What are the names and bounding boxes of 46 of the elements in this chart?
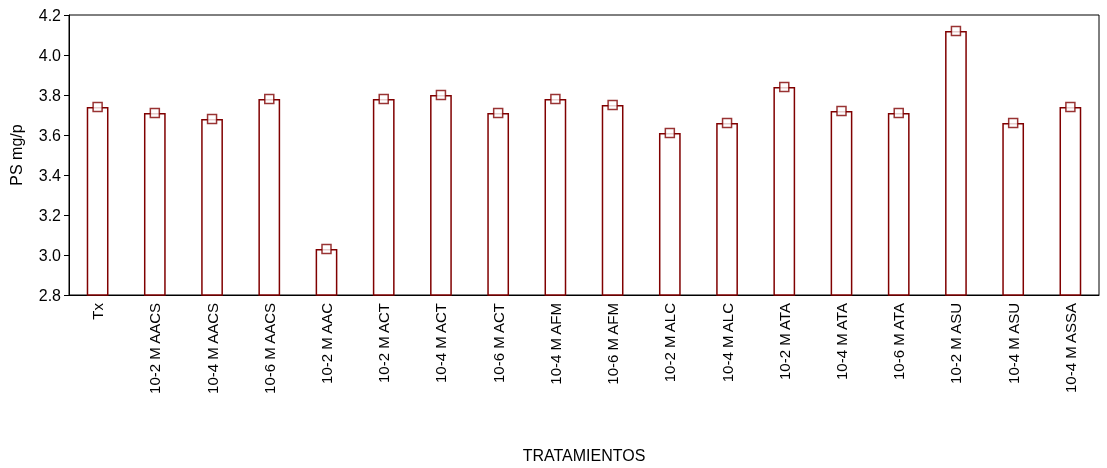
point xyxy=(664,127,676,139)
x-tick-label: 10-6 M ACT xyxy=(489,303,507,384)
point xyxy=(92,101,103,113)
x-tick-label: Tx xyxy=(89,302,107,320)
y-tick-label: 3.0 xyxy=(38,246,62,264)
point xyxy=(206,113,218,125)
x-tick-label: 10-2 M ALC xyxy=(661,302,679,383)
point xyxy=(378,93,389,105)
x-tick-label: 10-4 M AACS xyxy=(203,303,221,394)
point xyxy=(721,117,733,129)
y-tick-label: 3.4 xyxy=(38,166,62,184)
y-tick-label: 4.2 xyxy=(38,6,62,24)
x-tick-label: 10-2 M AACS xyxy=(146,303,164,394)
x-tick-label: 10-4 M ALC xyxy=(718,302,736,383)
x-tick-label: 10-6 M AACS xyxy=(260,303,278,394)
x-axis-title: TRATAMIENTOS xyxy=(522,446,646,464)
point xyxy=(321,243,332,255)
point xyxy=(264,93,275,105)
x-tick-label: 10-6 M ATA xyxy=(890,303,908,380)
point xyxy=(779,81,790,93)
x-tick-label: 10-6 M AFM xyxy=(604,303,622,385)
point xyxy=(1065,101,1076,113)
x-tick-label: 10-4 M ASSA xyxy=(1061,303,1079,394)
point xyxy=(836,105,847,117)
point xyxy=(435,89,447,101)
y-tick-label: 3.8 xyxy=(38,86,62,104)
point xyxy=(550,93,561,105)
y-tick-label: 4.0 xyxy=(38,46,62,64)
x-tick-label: 10-2 M AAC xyxy=(318,302,335,384)
x-tick-label: 10-4 M ASU xyxy=(1004,303,1022,384)
point xyxy=(492,107,504,119)
x-tick-label: 10-4 M ACT xyxy=(432,303,450,384)
y-tick-label: 3.2 xyxy=(38,206,62,224)
x-tick-label: 10-4 M AFM xyxy=(546,303,564,385)
y-axis-title: PS mg/p xyxy=(7,124,25,186)
y-tick-label: 3.6 xyxy=(38,126,62,144)
point xyxy=(607,99,618,111)
x-tick-label: 10-2 M ATA xyxy=(775,303,793,380)
y-tick-label: 2.8 xyxy=(38,286,62,304)
point xyxy=(1007,117,1019,129)
x-tick-label: 10-4 M ATA xyxy=(833,303,850,380)
point xyxy=(950,25,962,37)
point xyxy=(149,107,161,119)
point xyxy=(893,107,904,119)
x-tick-label: 10-2 M ASU xyxy=(947,303,965,384)
x-tick-label: 10-2 M ACT xyxy=(375,303,393,384)
